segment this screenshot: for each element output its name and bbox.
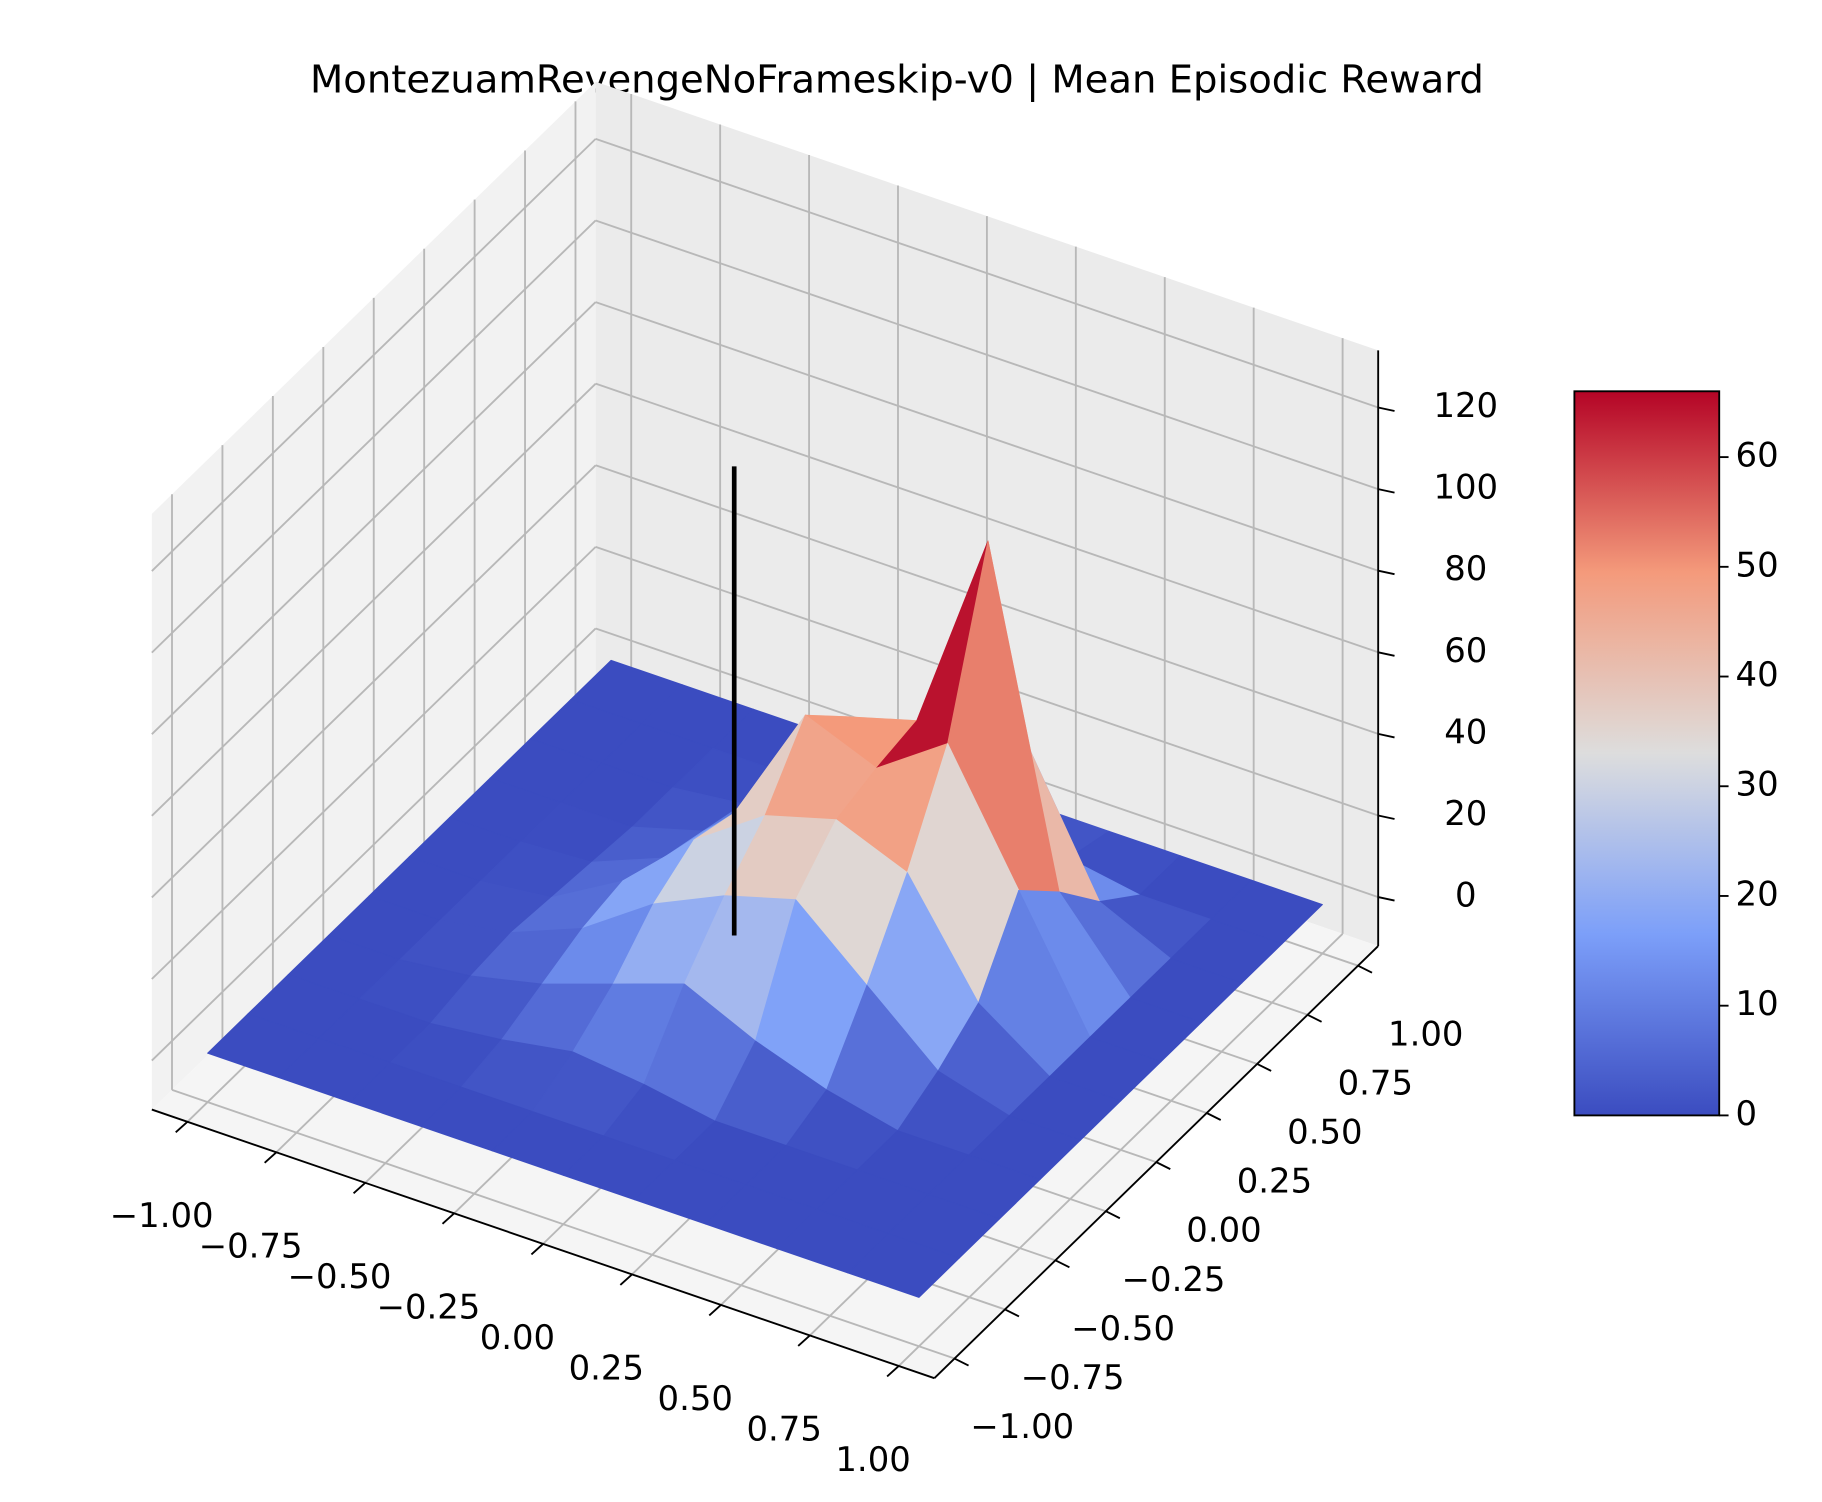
y-tick-label: 0.50 [1287,1112,1362,1151]
tick-mark [1377,814,1395,820]
x-tick-label: 0.00 [480,1318,555,1357]
tick-mark [352,1182,366,1195]
y-tick-label: 1.00 [1388,1014,1463,1053]
colorbar-tick-label: 10 [1736,984,1779,1023]
grid-line [151,627,597,1062]
z-tick-label: 40 [1444,712,1487,751]
grid-line [151,464,597,899]
tick-mark [886,1365,900,1378]
x-tick-label: −0.25 [377,1288,481,1327]
colorbar [1573,390,1721,1117]
tick-mark [441,1212,455,1225]
colorbar-tick-label: 0 [1736,1094,1758,1133]
z-tick-label: 80 [1444,549,1487,588]
x-tick-label: 0.75 [746,1410,821,1449]
tick-mark [1105,1210,1121,1220]
grid-line [151,546,597,980]
y-tick-label: 0.75 [1338,1063,1413,1102]
tick-mark [1377,651,1395,657]
x-tick-label: −1.00 [110,1196,214,1235]
z-tick-label: 0 [1455,876,1477,915]
colorbar-tick-label: 40 [1736,655,1779,694]
tick-mark [1307,1013,1323,1023]
tick-mark [1256,1063,1272,1072]
z-tick-label: 100 [1433,468,1498,507]
tick-mark [619,1273,633,1286]
grid-line [595,382,1379,654]
y-tick-label: 0.25 [1237,1162,1312,1201]
surface-face [847,1233,960,1298]
grid-line [151,138,597,572]
grid-line [171,1089,955,1360]
grid-line [151,219,597,654]
y-tick-label: −0.50 [1071,1309,1175,1348]
tick-mark [1377,896,1395,902]
tick-mark [1054,1259,1070,1269]
colorbar-tick-label: 20 [1736,874,1779,913]
tick-mark [797,1334,811,1347]
tick-mark [1377,732,1395,739]
x-tick-label: 0.25 [569,1349,644,1388]
colorbar-tick-label: 60 [1736,436,1779,475]
tick-mark [1377,488,1395,494]
z-tick-label: 60 [1444,631,1487,670]
tick-mark [530,1243,544,1256]
chart-title: MontezuamRevengeNoFrameskip-v0 | Mean Ep… [310,57,1484,102]
y-tick-label: −0.25 [1122,1260,1226,1299]
tick-mark [1357,964,1373,974]
x-tick-label: −0.75 [199,1227,303,1266]
tick-mark [264,1151,277,1164]
x-tick-label: 0.50 [658,1379,733,1418]
grid-line [151,301,597,735]
grid-line [595,137,1379,409]
tick-mark [175,1121,189,1133]
tick-mark [1004,1308,1020,1318]
tick-mark [708,1304,722,1317]
tick-mark [1206,1112,1222,1121]
tick-mark [1155,1161,1171,1170]
grid-line [595,301,1379,572]
z-tick-label: 120 [1433,386,1498,425]
x-tick-label: −0.50 [288,1257,392,1296]
tick-mark [1377,406,1395,412]
grid-line [595,219,1379,490]
tick-mark [1377,569,1395,576]
y-tick-label: −1.00 [970,1407,1074,1446]
tick-mark [954,1357,969,1367]
z-tick-label: 20 [1444,794,1487,833]
y-tick-label: −0.75 [1021,1358,1125,1397]
x-tick-label: 1.00 [835,1440,910,1479]
colorbar-tick-label: 30 [1736,765,1779,804]
grid-line [151,383,597,817]
colorbar-tick-label: 50 [1736,545,1779,584]
y-tick-label: 0.00 [1186,1211,1261,1250]
